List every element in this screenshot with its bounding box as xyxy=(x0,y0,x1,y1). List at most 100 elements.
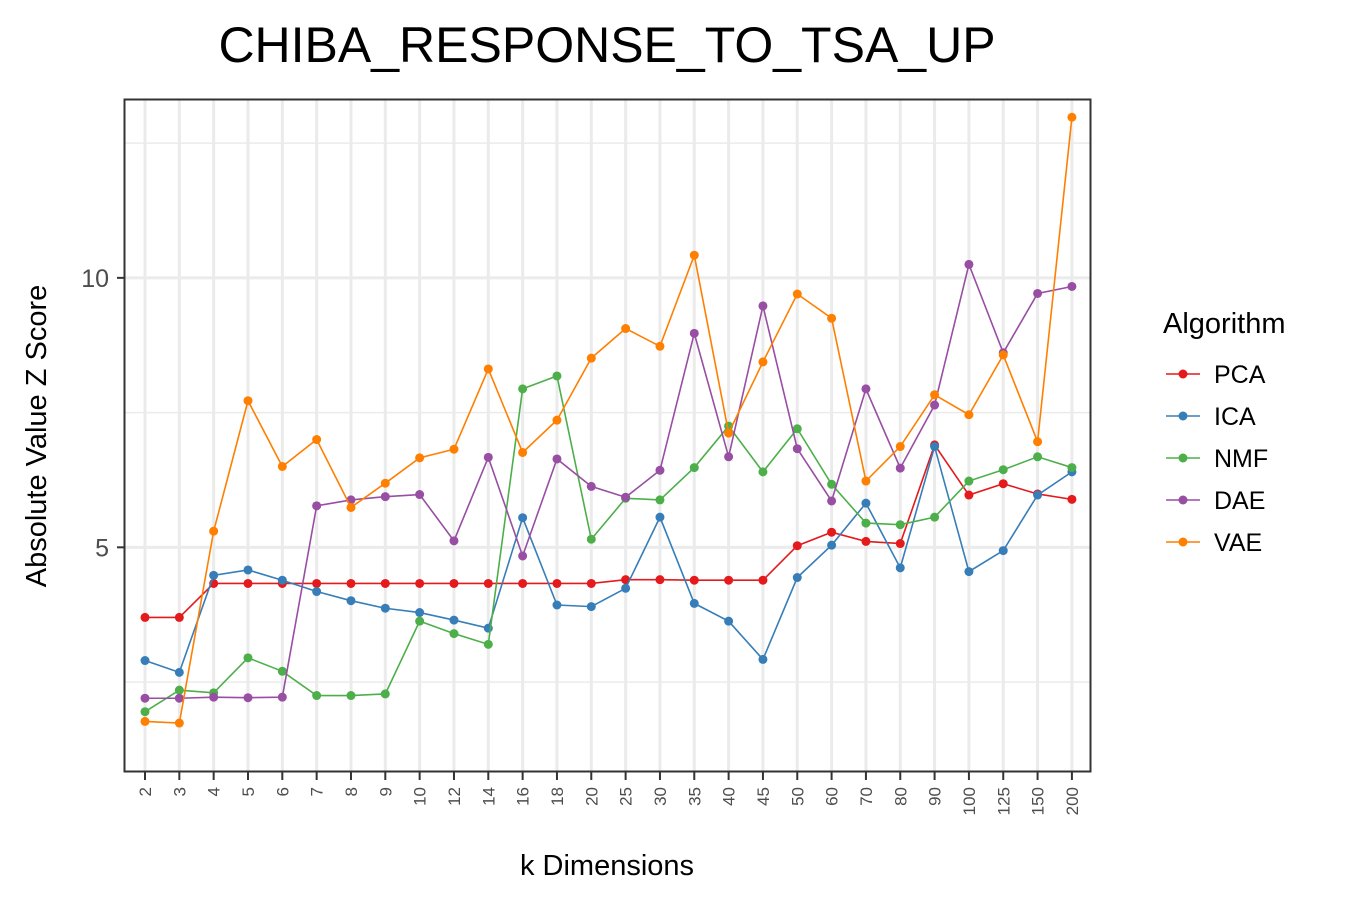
data-point-nmf xyxy=(518,384,528,394)
x-tick-label: 20 xyxy=(582,787,601,806)
data-point-dae xyxy=(140,693,150,703)
data-point-pca xyxy=(861,536,871,546)
data-point-dae xyxy=(552,454,562,464)
data-point-nmf xyxy=(758,467,768,477)
plot-border xyxy=(123,98,1092,773)
data-point-vae xyxy=(1033,437,1043,447)
data-point-vae xyxy=(174,718,184,728)
x-tick-label: 125 xyxy=(994,787,1013,815)
data-point-nmf xyxy=(1033,452,1043,462)
legend-marker-vae xyxy=(1178,537,1188,547)
legend-label-ica: ICA xyxy=(1214,403,1256,431)
data-point-vae xyxy=(758,357,768,367)
data-point-vae xyxy=(998,350,1008,360)
data-point-dae xyxy=(792,444,802,454)
data-point-ica xyxy=(792,573,802,583)
x-tick-label: 16 xyxy=(514,787,533,806)
data-point-vae xyxy=(792,289,802,299)
data-point-pca xyxy=(346,578,356,588)
data-point-ica xyxy=(655,512,665,522)
data-point-pca xyxy=(483,578,493,588)
data-point-nmf xyxy=(346,691,356,701)
data-point-nmf xyxy=(277,666,287,676)
data-point-vae xyxy=(518,447,528,457)
x-tick-label: 14 xyxy=(479,787,498,806)
series-layer xyxy=(140,112,1077,728)
x-tick-label: 150 xyxy=(1029,787,1048,815)
data-point-vae xyxy=(346,502,356,512)
data-point-pca xyxy=(964,490,974,500)
x-tick-label: 40 xyxy=(720,787,739,806)
data-point-nmf xyxy=(998,465,1008,475)
legend-marker-dae xyxy=(1178,495,1188,505)
data-point-pca xyxy=(174,612,184,622)
data-point-ica xyxy=(964,567,974,577)
data-point-ica xyxy=(518,513,528,523)
data-point-nmf xyxy=(415,616,425,626)
data-point-nmf xyxy=(586,534,596,544)
data-point-pca xyxy=(380,578,390,588)
data-point-dae xyxy=(312,501,322,511)
legend: Algorithm PCA ICA NMF DAE VAE xyxy=(1163,308,1286,557)
data-point-nmf xyxy=(792,424,802,434)
data-point-dae xyxy=(689,328,699,338)
data-point-vae xyxy=(277,461,287,471)
chart-title: CHIBA_RESPONSE_TO_TSA_UP xyxy=(218,17,995,73)
x-tick-label: 45 xyxy=(754,787,773,806)
legend-label-nmf: NMF xyxy=(1214,445,1268,473)
data-point-dae xyxy=(586,481,596,491)
data-point-vae xyxy=(483,364,493,374)
data-point-vae xyxy=(1067,112,1077,122)
data-point-ica xyxy=(930,442,940,452)
data-point-dae xyxy=(1033,288,1043,298)
legend-marker-pca xyxy=(1178,369,1188,379)
data-point-ica xyxy=(861,498,871,508)
axes: 2 3 4 5 6 7 8 9 10 12 14 16 18 20 25 30 35 40 45 50 60 70 80 90… xyxy=(81,265,1082,816)
data-point-dae xyxy=(380,492,390,502)
data-point-vae xyxy=(861,476,871,486)
x-tick-label: 18 xyxy=(548,787,567,806)
x-tick-label: 30 xyxy=(651,787,670,806)
data-point-ica xyxy=(449,615,459,625)
data-point-vae xyxy=(380,478,390,488)
data-point-ica xyxy=(689,598,699,608)
data-point-ica xyxy=(174,667,184,677)
data-point-nmf xyxy=(449,629,459,639)
data-point-pca xyxy=(140,612,150,622)
x-tick-label: 70 xyxy=(857,787,876,806)
data-point-nmf xyxy=(140,707,150,717)
data-point-ica xyxy=(724,616,734,626)
data-point-nmf xyxy=(861,518,871,528)
data-point-nmf xyxy=(689,463,699,473)
data-point-dae xyxy=(518,551,528,561)
data-point-nmf xyxy=(483,639,493,649)
data-point-ica xyxy=(621,583,631,593)
data-point-ica xyxy=(209,570,219,580)
data-point-ica xyxy=(380,603,390,613)
data-point-vae xyxy=(689,250,699,260)
legend-marker-ica xyxy=(1178,411,1188,421)
data-point-ica xyxy=(415,608,425,618)
data-point-nmf xyxy=(930,512,940,522)
data-point-ica xyxy=(552,600,562,610)
x-tick-label: 9 xyxy=(376,787,395,796)
data-point-nmf xyxy=(1067,463,1077,473)
data-point-ica xyxy=(346,596,356,606)
x-tick-label: 10 xyxy=(411,787,430,806)
legend-label-dae: DAE xyxy=(1214,487,1265,515)
data-point-dae xyxy=(655,465,665,475)
data-point-dae xyxy=(964,259,974,269)
x-tick-label: 7 xyxy=(308,787,327,796)
data-point-ica xyxy=(243,565,253,575)
y-axis-label: Absolute Value Z Score xyxy=(21,285,53,588)
data-point-ica xyxy=(827,540,837,550)
data-point-pca xyxy=(655,575,665,585)
data-point-dae xyxy=(449,536,459,546)
data-point-vae xyxy=(964,410,974,420)
data-point-nmf xyxy=(827,479,837,489)
data-point-nmf xyxy=(243,653,253,663)
data-point-vae xyxy=(312,435,322,445)
data-point-nmf xyxy=(552,371,562,381)
legend-label-vae: VAE xyxy=(1214,529,1262,557)
data-point-dae xyxy=(827,496,837,506)
